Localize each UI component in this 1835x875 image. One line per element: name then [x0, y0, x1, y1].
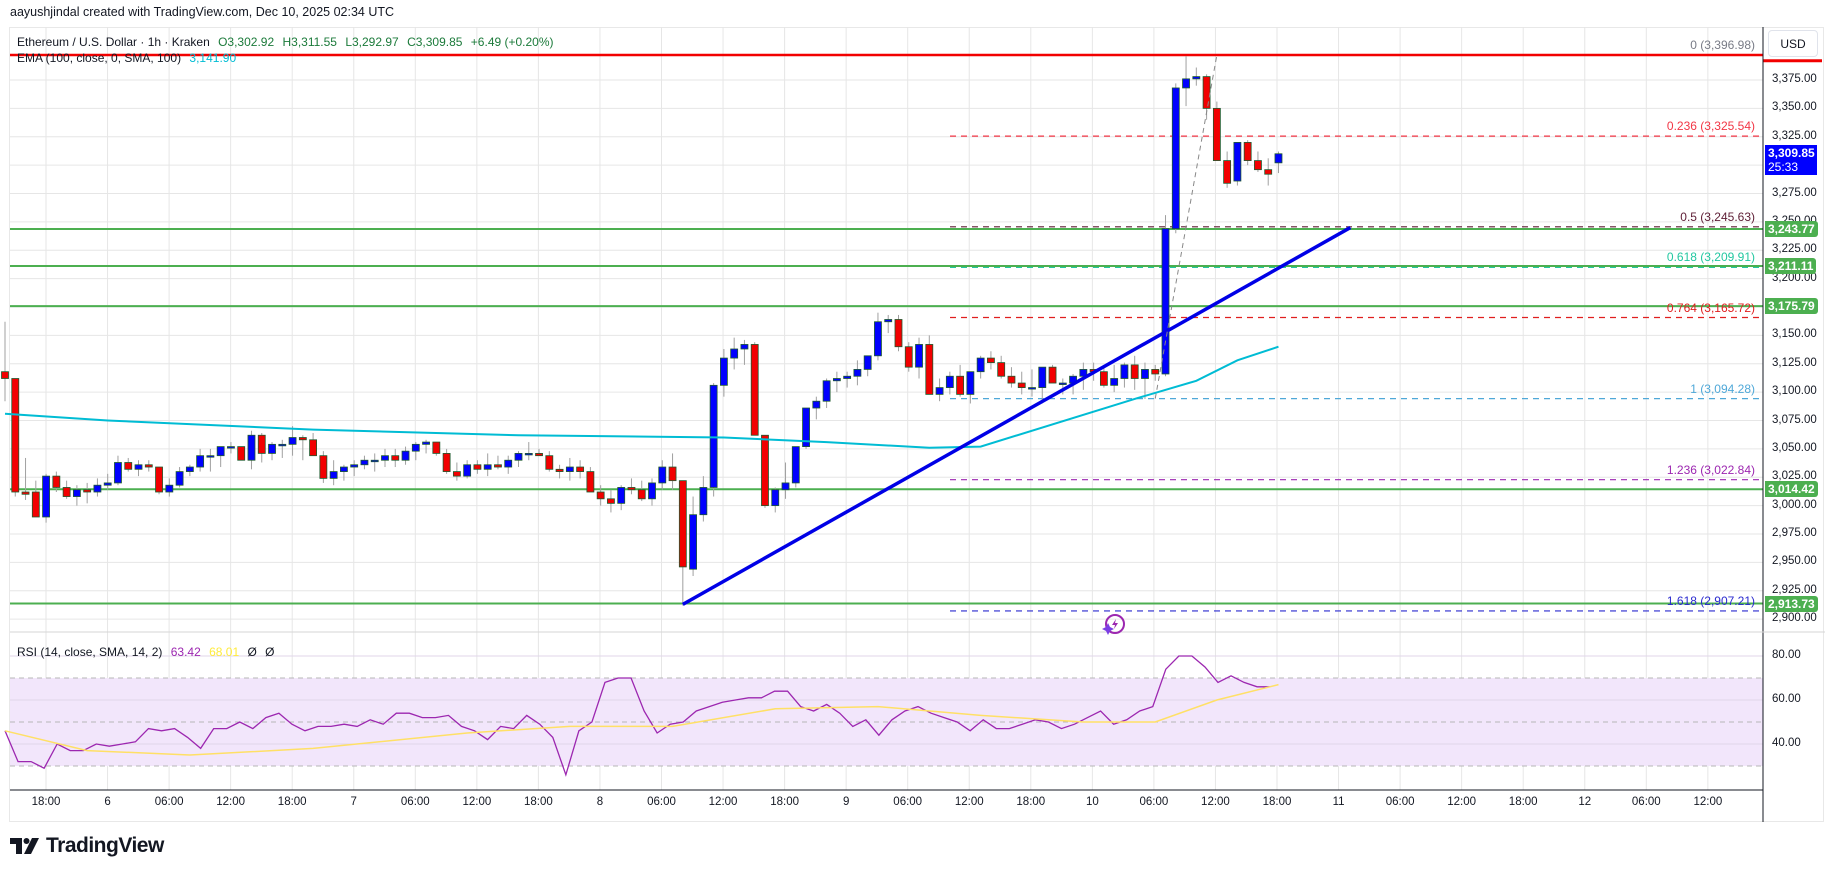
price-tick: 3,375.00: [1772, 73, 1817, 85]
low-value: L3,292.97: [345, 35, 399, 49]
ema-label: EMA (100, close, 0, SMA, 100): [17, 51, 182, 65]
fib-level-label: 1.236 (3,022.84): [1666, 462, 1755, 477]
time-label: 12:00: [462, 796, 492, 808]
time-label: 06:00: [893, 796, 923, 808]
time-label: 12:00: [1693, 796, 1723, 808]
time-label: 12: [1578, 796, 1592, 808]
price-tick: 3,275.00: [1772, 186, 1817, 199]
rsi-label: RSI (14, close, SMA, 14, 2): [17, 645, 163, 659]
brand-name: TradingView: [46, 834, 164, 857]
time-label: 12:00: [1447, 796, 1477, 808]
time-label: 9: [842, 796, 850, 808]
price-tick: 3,125.00: [1772, 356, 1817, 369]
rsi-band: [10, 655, 1763, 767]
price-tick: 3,075.00: [1772, 413, 1817, 426]
current-price: 3,309.85: [1768, 146, 1815, 160]
price-tick: 3,000.00: [1772, 498, 1817, 511]
time-label: 18:00: [1016, 796, 1046, 808]
price-tick: 3,200.00: [1772, 271, 1817, 284]
time-label: 7: [350, 796, 357, 808]
time-label: 06:00: [1385, 796, 1415, 808]
time-label: 18:00: [277, 796, 307, 808]
current-price-tag: 3,309.85 25:33: [1765, 145, 1817, 175]
rsi-tick: 40.00: [1772, 737, 1801, 749]
trendline: [681, 54, 1352, 606]
rsi-value: 63.42: [170, 645, 201, 659]
close-value: C3,309.85: [407, 35, 463, 49]
time-label: 18:00: [524, 796, 553, 808]
time-label: 12:00: [954, 796, 984, 808]
chart-credit: aayushjindal created with TradingView.co…: [10, 5, 395, 19]
alert-icon[interactable]: [1102, 614, 1125, 635]
support-level-tag: 3,014.42: [1765, 481, 1818, 498]
candlesticks: [1, 56, 1283, 606]
price-tick: 3,025.00: [1772, 470, 1817, 483]
tradingview-logo-icon: [10, 838, 39, 854]
open-value: O3,302.92: [218, 35, 275, 49]
rsi-line: [4, 655, 1279, 777]
fibonacci-retracement: [10, 53, 1822, 612]
price-tick: 2,950.00: [1772, 555, 1817, 568]
time-label: 06:00: [154, 796, 184, 808]
high-value: H3,311.55: [282, 35, 337, 49]
price-tick: 2,925.00: [1772, 583, 1817, 596]
tradingview-logo[interactable]: TradingView: [10, 834, 164, 858]
rsi-tick: 80.00: [1772, 649, 1801, 661]
symbol-name: Ethereum / U.S. Dollar · 1h · Kraken: [17, 35, 210, 49]
support-level-tag: 3,243.77: [1765, 220, 1818, 237]
support-level-tag: 2,913.73: [1765, 595, 1818, 612]
time-label: 06:00: [647, 796, 676, 808]
fib-level-label: 0.236 (3,325.54): [1666, 119, 1755, 134]
time-label: 06:00: [1631, 796, 1661, 808]
price-tick: 3,050.00: [1772, 441, 1817, 454]
rsi-ma-value: 68.01: [209, 645, 240, 659]
time-label: 8: [596, 796, 604, 808]
ema-line: [4, 345, 1279, 449]
symbol-legend[interactable]: Ethereum / U.S. Dollar · 1h · Kraken O3,…: [17, 35, 559, 49]
time-label: 18:00: [1262, 796, 1292, 808]
rsi-extra-1: Ø: [247, 645, 257, 659]
price-tick: 2,900.00: [1772, 612, 1817, 625]
fib-level-label: 0.764 (3,165.72): [1666, 300, 1755, 315]
ema-value: 3,141.90: [189, 51, 237, 65]
time-label: 18:00: [1508, 796, 1538, 808]
price-tick: 3,100.00: [1772, 385, 1817, 398]
price-tick: 3,325.00: [1772, 129, 1817, 142]
time-label: 18:00: [770, 796, 799, 808]
time-label: 06:00: [400, 796, 430, 808]
change-value: +6.49 (+0.20%): [470, 35, 554, 49]
rsi-legend[interactable]: RSI (14, close, SMA, 14, 2) 63.42 68.01 …: [17, 645, 280, 659]
time-label: 12:00: [708, 796, 738, 808]
fib-level-label: 0 (3,396.98): [1690, 38, 1755, 53]
time-label: 06:00: [1139, 796, 1169, 808]
chart-frame: [9, 27, 1824, 822]
fib-level-label: 1.618 (2,907.21): [1666, 593, 1755, 608]
time-label: 10: [1085, 796, 1099, 808]
fib-level-label: 0.618 (3,209.91): [1666, 250, 1755, 265]
time-label: 11: [1332, 796, 1345, 808]
support-level-tag: 3,211.11: [1765, 258, 1817, 274]
currency-button[interactable]: USD: [1768, 30, 1818, 57]
price-tick: 2,975.00: [1772, 527, 1817, 539]
rsi-extra-2: Ø: [265, 645, 275, 659]
time-label: 12:00: [1201, 796, 1230, 808]
price-tick: 3,150.00: [1772, 328, 1817, 341]
bar-countdown: 25:33: [1768, 160, 1799, 174]
ema-legend[interactable]: EMA (100, close, 0, SMA, 100) 3,141.90: [17, 51, 241, 65]
grid-lines: [10, 27, 1763, 790]
fib-level-label: 1 (3,094.28): [1690, 381, 1755, 396]
support-level-tag: 3,175.79: [1765, 298, 1818, 315]
rsi-tick: 60.00: [1772, 693, 1801, 705]
support-lines: [10, 227, 1763, 605]
time-label: 12:00: [216, 796, 246, 808]
price-tick: 3,350.00: [1772, 101, 1817, 114]
time-label: 6: [104, 796, 111, 808]
price-tick: 3,225.00: [1772, 243, 1817, 256]
time-label: 18:00: [31, 796, 61, 808]
fib-level-label: 0.5 (3,245.63): [1680, 209, 1755, 224]
